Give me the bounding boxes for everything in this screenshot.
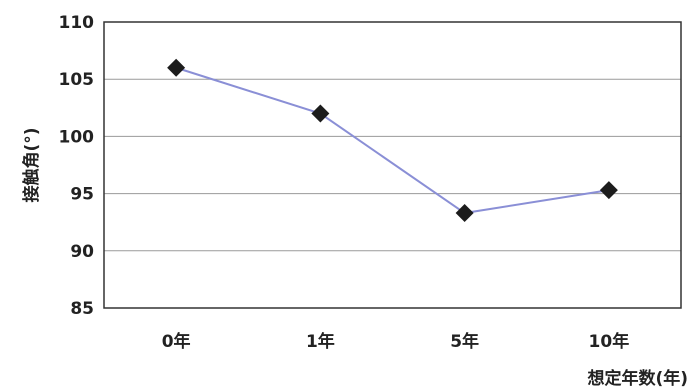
x-tick-label: 5年 bbox=[450, 331, 479, 352]
data-point-marker bbox=[599, 181, 618, 200]
y-tick-label: 90 bbox=[70, 242, 94, 262]
series-line bbox=[175, 66, 610, 215]
data-point-marker bbox=[455, 204, 474, 223]
x-tick-label: 0年 bbox=[162, 331, 191, 352]
grid bbox=[104, 78, 681, 252]
y-tick-label: 110 bbox=[59, 13, 95, 33]
x-axis-title: 想定年数(年) bbox=[587, 368, 688, 389]
y-tick-label: 100 bbox=[59, 127, 95, 147]
x-tick-labels: 0年 1年 5年 10年 bbox=[162, 331, 630, 352]
series bbox=[167, 58, 618, 223]
y-tick-label: 95 bbox=[70, 185, 94, 205]
data-point-marker bbox=[167, 58, 186, 77]
y-tick-labels: 85 90 95 100 105 110 bbox=[59, 13, 95, 319]
y-axis-title: 接触角(°) bbox=[21, 127, 42, 202]
x-tick-label: 1年 bbox=[306, 331, 335, 352]
y-tick-label: 85 bbox=[70, 299, 94, 319]
x-tick-label: 10年 bbox=[589, 331, 630, 352]
y-tick-label: 105 bbox=[59, 70, 95, 90]
plot-frame bbox=[103, 21, 682, 309]
data-point-marker bbox=[311, 104, 330, 123]
